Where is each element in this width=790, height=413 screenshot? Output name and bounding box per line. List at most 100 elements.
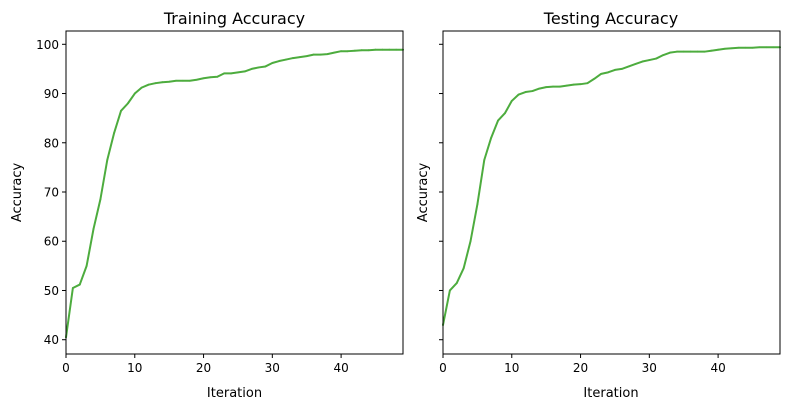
testing-x-axis-label: Iteration bbox=[583, 386, 638, 401]
testing-data-point bbox=[669, 51, 671, 54]
testing-x-tick-label: 0 bbox=[439, 361, 447, 375]
training-data-point bbox=[106, 159, 109, 161]
training-x-axis-label: Iteration bbox=[207, 386, 262, 401]
testing-data-point bbox=[504, 112, 506, 115]
training-x-tick-label: 20 bbox=[196, 361, 211, 375]
testing-data-point bbox=[648, 59, 651, 61]
training-x-tick-label: 10 bbox=[127, 361, 142, 375]
testing-data-point bbox=[614, 69, 616, 71]
training-data-point bbox=[147, 83, 150, 86]
training-data-point bbox=[230, 72, 232, 75]
training-data-point bbox=[257, 66, 260, 69]
testing-accuracy-panel: Testing Accuracy Iteration Accuracy 0 10 2… bbox=[416, 9, 781, 401]
testing-data-point bbox=[744, 46, 747, 49]
training-y-tick-label: 100 bbox=[36, 38, 59, 52]
testing-data-point bbox=[462, 267, 465, 270]
training-x-tick-label: 40 bbox=[333, 361, 348, 375]
training-data-point bbox=[127, 102, 129, 105]
testing-data-point bbox=[517, 93, 520, 96]
testing-data-point bbox=[469, 240, 472, 243]
training-data-point bbox=[71, 287, 74, 289]
testing-data-point bbox=[476, 203, 479, 206]
testing-data-point bbox=[765, 46, 768, 49]
training-data-point bbox=[85, 264, 88, 267]
testing-data-point bbox=[641, 60, 644, 63]
training-data-point bbox=[140, 86, 143, 89]
training-y-tick-label: 60 bbox=[44, 235, 59, 249]
training-data-point bbox=[243, 70, 246, 73]
training-data-point bbox=[161, 81, 164, 84]
testing-data-point bbox=[730, 47, 733, 50]
testing-data-point bbox=[696, 50, 699, 53]
training-data-point bbox=[78, 283, 81, 286]
testing-data-point bbox=[689, 50, 692, 53]
testing-data-point bbox=[600, 72, 603, 75]
training-data-point bbox=[92, 228, 95, 230]
training-y-tick-label: 80 bbox=[44, 136, 59, 150]
testing-data-point bbox=[483, 159, 486, 161]
testing-data-point bbox=[772, 46, 775, 49]
training-data-point bbox=[340, 50, 342, 53]
training-data-point bbox=[285, 58, 287, 61]
testing-accuracy-line bbox=[442, 46, 781, 326]
testing-data-point bbox=[655, 57, 658, 60]
testing-data-point bbox=[559, 85, 561, 88]
training-data-point bbox=[209, 76, 212, 79]
training-data-point bbox=[388, 48, 391, 51]
testing-data-point bbox=[634, 63, 637, 65]
training-data-point bbox=[237, 71, 239, 74]
training-y-tick-label: 90 bbox=[44, 87, 59, 101]
training-data-point bbox=[319, 53, 322, 56]
testing-data-point bbox=[572, 83, 575, 86]
training-y-tick-label: 50 bbox=[44, 284, 59, 298]
testing-data-point bbox=[751, 46, 754, 49]
testing-x-tick-label: 30 bbox=[642, 361, 657, 375]
training-data-point bbox=[195, 78, 198, 81]
training-data-point bbox=[381, 48, 384, 51]
testing-data-point bbox=[703, 50, 706, 53]
training-data-point bbox=[305, 55, 308, 58]
training-data-point bbox=[374, 48, 377, 51]
testing-data-point bbox=[737, 46, 740, 49]
training-data-point bbox=[278, 60, 281, 62]
training-accuracy-panel: Training Accuracy Iteration Accuracy 0 10… bbox=[10, 9, 404, 401]
testing-data-point bbox=[662, 54, 664, 57]
testing-data-point bbox=[490, 136, 493, 139]
testing-data-point bbox=[538, 87, 541, 90]
training-data-point bbox=[99, 198, 102, 201]
training-axis-ticks: 0 10 20 30 40 40 50 60 70 80 90 100 bbox=[36, 38, 349, 375]
testing-x-tick-label: 10 bbox=[504, 361, 519, 375]
training-data-point bbox=[120, 109, 122, 112]
testing-data-point bbox=[455, 282, 458, 284]
training-data-point bbox=[312, 53, 315, 56]
training-data-point bbox=[188, 79, 191, 82]
testing-x-tick-label: 20 bbox=[573, 361, 588, 375]
training-data-point bbox=[154, 82, 157, 85]
testing-data-point bbox=[607, 71, 609, 74]
testing-data-point bbox=[675, 50, 678, 53]
training-y-axis-label: Accuracy bbox=[10, 163, 25, 223]
testing-plot-frame bbox=[442, 30, 781, 355]
testing-data-point bbox=[545, 86, 548, 89]
training-data-point bbox=[333, 51, 336, 54]
testing-data-point bbox=[524, 91, 527, 93]
testing-data-point bbox=[710, 49, 713, 52]
testing-data-point bbox=[497, 119, 499, 122]
training-data-point bbox=[292, 57, 294, 59]
training-data-point bbox=[250, 68, 253, 70]
testing-data-point bbox=[682, 50, 685, 53]
testing-data-point bbox=[531, 90, 534, 92]
training-chart-title: Training Accuracy bbox=[163, 9, 305, 28]
testing-data-point bbox=[510, 100, 513, 102]
training-plot-frame bbox=[65, 30, 404, 355]
training-data-point bbox=[168, 80, 171, 83]
training-data-point bbox=[264, 65, 267, 68]
testing-data-point bbox=[758, 46, 761, 49]
training-data-point bbox=[347, 50, 349, 53]
training-data-point bbox=[298, 56, 301, 58]
training-data-point bbox=[182, 79, 184, 82]
training-data-point bbox=[113, 132, 116, 134]
testing-y-axis-label: Accuracy bbox=[416, 163, 431, 223]
